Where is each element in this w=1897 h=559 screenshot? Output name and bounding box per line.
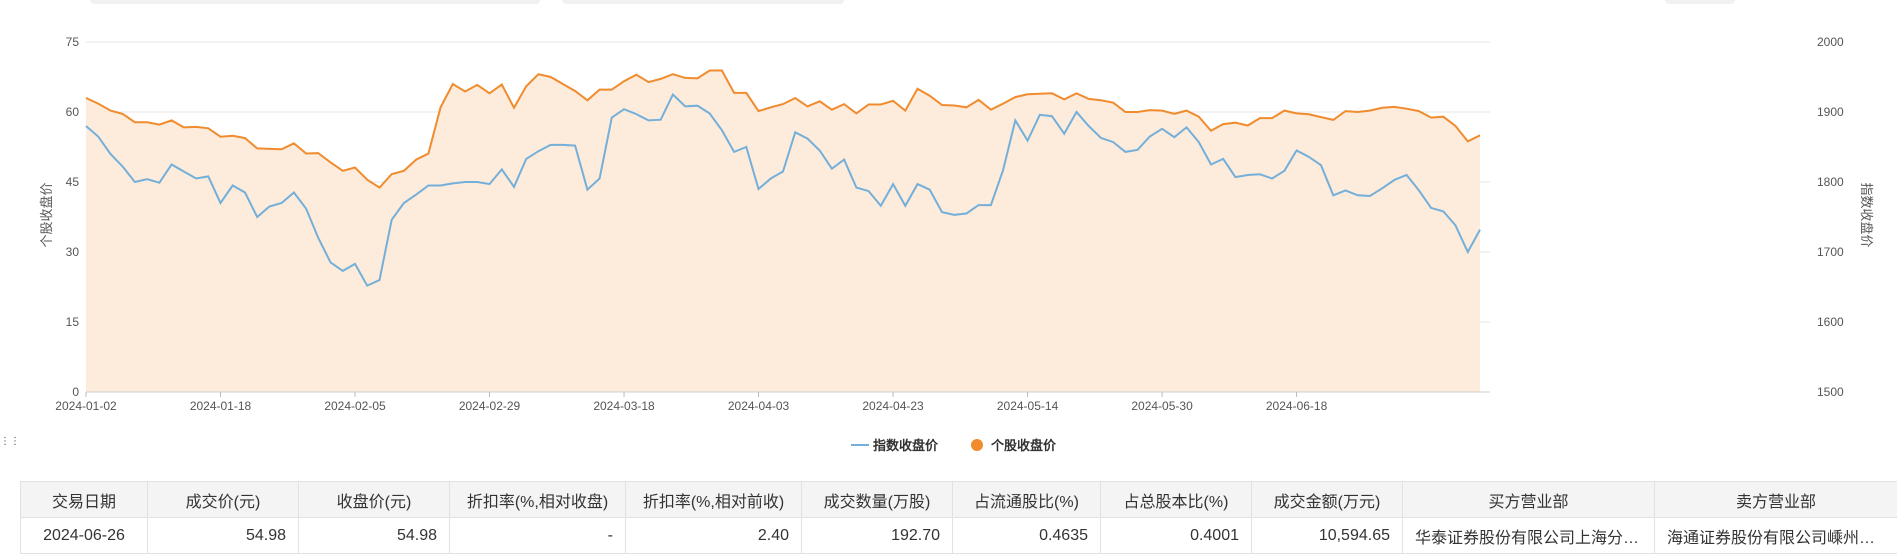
table-cell: - [449,517,626,554]
price-comparison-chart: 0 15 30 45 60 75 1500 1600 1700 1800 1900 2000 2024-… [39,35,1874,453]
x-tick-label: 2024-01-02 [55,399,117,413]
grip-handle-icon[interactable]: ⋮⋮ [0,436,20,447]
index-line [85,92,1481,287]
table-header-cell[interactable]: 成交价(元) [147,481,299,518]
legend-index-label: 指数收盘价 [873,438,939,453]
table-row[interactable]: 2024-06-26 54.98 54.98-2.40 192.70 0.4635 0.4… [20,517,1897,554]
axes: 0 15 30 45 60 75 1500 1600 1700 1800 1900 2000 2024-… [55,35,1844,413]
legend: 指数收盘价 个股收盘价 [851,438,1057,453]
table-cell: 192.70 [801,517,953,554]
table-cell: 54.98 [147,517,299,554]
table-cell: 0.4001 [1100,517,1252,554]
x-tick-label: 2024-01-18 [190,399,252,413]
x-tick-label: 2024-05-14 [997,399,1059,413]
legend-stock-dot-icon [971,439,983,451]
x-tick-label: 2024-02-05 [324,399,386,413]
table-cell: 华泰证券股份有限公司上海分… [1402,517,1655,554]
table-header-cell[interactable]: 占流通股比(%) [952,481,1101,518]
table-header-cell[interactable]: 折扣率(%,相对前收) [625,481,802,518]
table-header-cell[interactable]: 折扣率(%,相对收盘) [449,481,626,518]
table-header-cell[interactable]: 成交数量(万股) [801,481,953,518]
series-lines [85,69,1481,287]
y-right-tick-label: 1800 [1817,175,1844,189]
table-cell: 2024-06-26 [20,517,148,554]
table-header-cell[interactable]: 交易日期 [20,481,148,518]
top-tab[interactable] [562,0,844,4]
top-tab[interactable] [1665,0,1735,4]
table-header-cell[interactable]: 卖方营业部 [1654,481,1897,518]
table-header-cell[interactable]: 买方营业部 [1402,481,1655,518]
stock-line [85,69,1481,189]
top-tab[interactable] [90,0,540,4]
x-tick-label: 2024-05-30 [1131,399,1193,413]
y-left-tick-label: 45 [66,175,80,189]
legend-item-index[interactable]: 指数收盘价 [851,438,939,453]
y-right-tick-label: 1500 [1817,385,1844,399]
y-left-tick-label: 0 [72,385,79,399]
y-right-tick-label: 1900 [1817,105,1844,119]
y-left-tick-label: 30 [66,245,80,259]
x-tick-label: 2024-06-18 [1266,399,1328,413]
x-tick-label: 2024-02-29 [459,399,521,413]
x-tick-label: 2024-04-23 [862,399,924,413]
table-header-cell[interactable]: 占总股本比(%) [1100,481,1252,518]
table-cell: 海通证券股份有限公司嵊州高… [1654,517,1897,554]
y-left-tick-label: 60 [66,105,80,119]
y-left-tick-label: 15 [66,315,80,329]
y-right-tick-label: 1600 [1817,315,1844,329]
y-right-tick-label: 2000 [1817,35,1844,49]
block-trade-table: 交易日期 成交价(元) 收盘价(元) 折扣率(%,相对收盘) 折扣率(%,相对前收) 成交… [20,481,1897,554]
y-axis-right-title: 指数收盘价 [1859,182,1874,247]
y-right-tick-label: 1700 [1817,245,1844,259]
y-left-tick-label: 75 [66,35,80,49]
table-header-cell[interactable]: 收盘价(元) [298,481,450,518]
table-header-row: 交易日期 成交价(元) 收盘价(元) 折扣率(%,相对收盘) 折扣率(%,相对前收) 成交… [20,481,1897,518]
x-tick-label: 2024-03-18 [593,399,655,413]
legend-item-stock[interactable]: 个股收盘价 [971,438,1057,453]
table-cell: 10,594.65 [1251,517,1403,554]
table-header-cell[interactable]: 成交金额(万元) [1251,481,1403,518]
x-tick-label: 2024-04-03 [728,399,790,413]
legend-stock-label: 个股收盘价 [990,438,1057,453]
table-cell: 54.98 [298,517,450,554]
top-tab-strip [0,0,1897,6]
table-cell: 0.4635 [952,517,1101,554]
table-cell: 2.40 [625,517,802,554]
y-axis-left-title: 个股收盘价 [39,182,54,247]
